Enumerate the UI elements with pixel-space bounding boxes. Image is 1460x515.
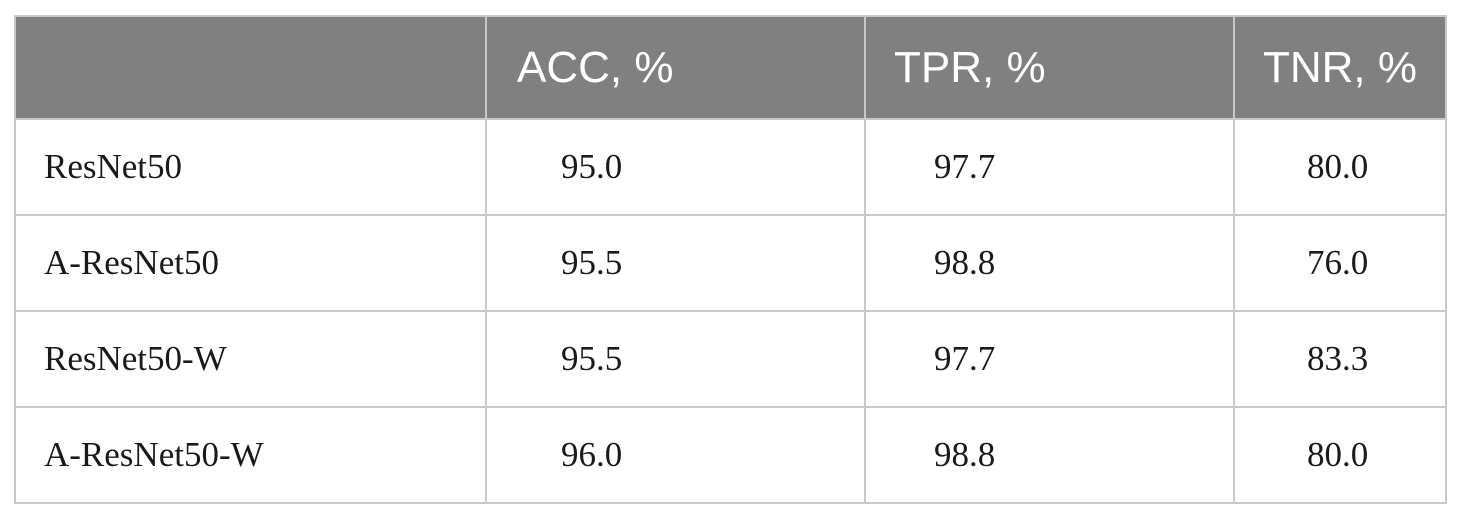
header-cell-empty xyxy=(14,15,487,120)
results-table: ACC, % TPR, % TNR, % ResNet50 95.0 97.7 … xyxy=(14,15,1447,504)
tnr-cell: 76.0 xyxy=(1233,214,1447,312)
model-name-cell: A-ResNet50-W xyxy=(14,406,487,504)
header-cell-acc: ACC, % xyxy=(485,15,866,120)
header-row: ACC, % TPR, % TNR, % xyxy=(14,15,1447,120)
tnr-cell: 80.0 xyxy=(1233,406,1447,504)
table-row: A-ResNet50-W 96.0 98.8 80.0 xyxy=(14,406,1447,504)
table-row: ResNet50 95.0 97.7 80.0 xyxy=(14,118,1447,216)
tnr-cell: 80.0 xyxy=(1233,118,1447,216)
header-cell-tpr: TPR, % xyxy=(864,15,1235,120)
tpr-cell: 98.8 xyxy=(864,406,1235,504)
header-cell-tnr: TNR, % xyxy=(1233,15,1447,120)
tpr-cell: 97.7 xyxy=(864,310,1235,408)
table-row: A-ResNet50 95.5 98.8 76.0 xyxy=(14,214,1447,312)
table-body: ResNet50 95.0 97.7 80.0 A-ResNet50 95.5 … xyxy=(14,118,1447,504)
tnr-cell: 83.3 xyxy=(1233,310,1447,408)
model-name-cell: ResNet50-W xyxy=(14,310,487,408)
tpr-cell: 98.8 xyxy=(864,214,1235,312)
acc-cell: 95.5 xyxy=(485,310,866,408)
model-name-cell: ResNet50 xyxy=(14,118,487,216)
table-row: ResNet50-W 95.5 97.7 83.3 xyxy=(14,310,1447,408)
acc-cell: 96.0 xyxy=(485,406,866,504)
table-header: ACC, % TPR, % TNR, % xyxy=(14,15,1447,120)
model-name-cell: A-ResNet50 xyxy=(14,214,487,312)
acc-cell: 95.0 xyxy=(485,118,866,216)
tpr-cell: 97.7 xyxy=(864,118,1235,216)
acc-cell: 95.5 xyxy=(485,214,866,312)
